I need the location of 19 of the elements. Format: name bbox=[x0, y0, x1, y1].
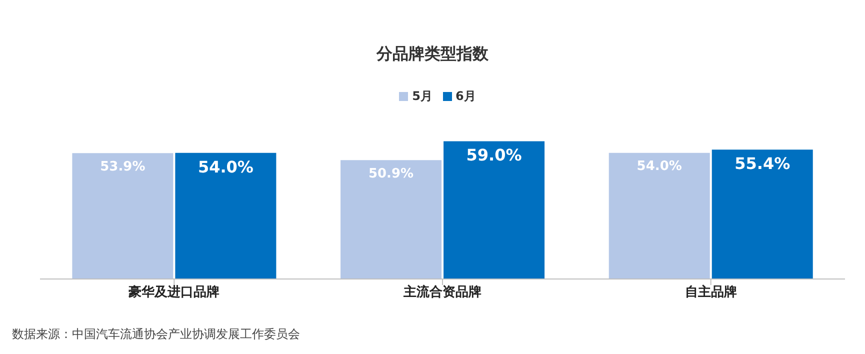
x-tick-label: 豪华及进口品牌 bbox=[128, 284, 220, 300]
x-tick-label: 自主品牌 bbox=[684, 284, 737, 300]
data-label: 59.0% bbox=[466, 146, 522, 165]
data-label: 55.4% bbox=[734, 154, 790, 174]
data-label: 50.9% bbox=[368, 166, 414, 182]
legend-label: 6月 bbox=[456, 89, 476, 103]
bar bbox=[175, 152, 276, 279]
data-label: 54.0% bbox=[636, 159, 682, 174]
source-note: 数据来源：中国汽车流通协会产业协调发展工作委员会 bbox=[12, 326, 300, 343]
bar bbox=[72, 153, 174, 279]
data-label: 53.9% bbox=[100, 159, 146, 174]
chart-title: 分品牌类型指数 bbox=[375, 44, 490, 65]
x-tick-label: 主流合资品牌 bbox=[402, 284, 482, 300]
legend-label: 5月 bbox=[412, 89, 432, 103]
bar bbox=[712, 150, 813, 279]
bar bbox=[444, 141, 545, 279]
bar bbox=[340, 160, 442, 279]
data-label: 54.0% bbox=[198, 157, 254, 176]
bar bbox=[608, 152, 710, 279]
